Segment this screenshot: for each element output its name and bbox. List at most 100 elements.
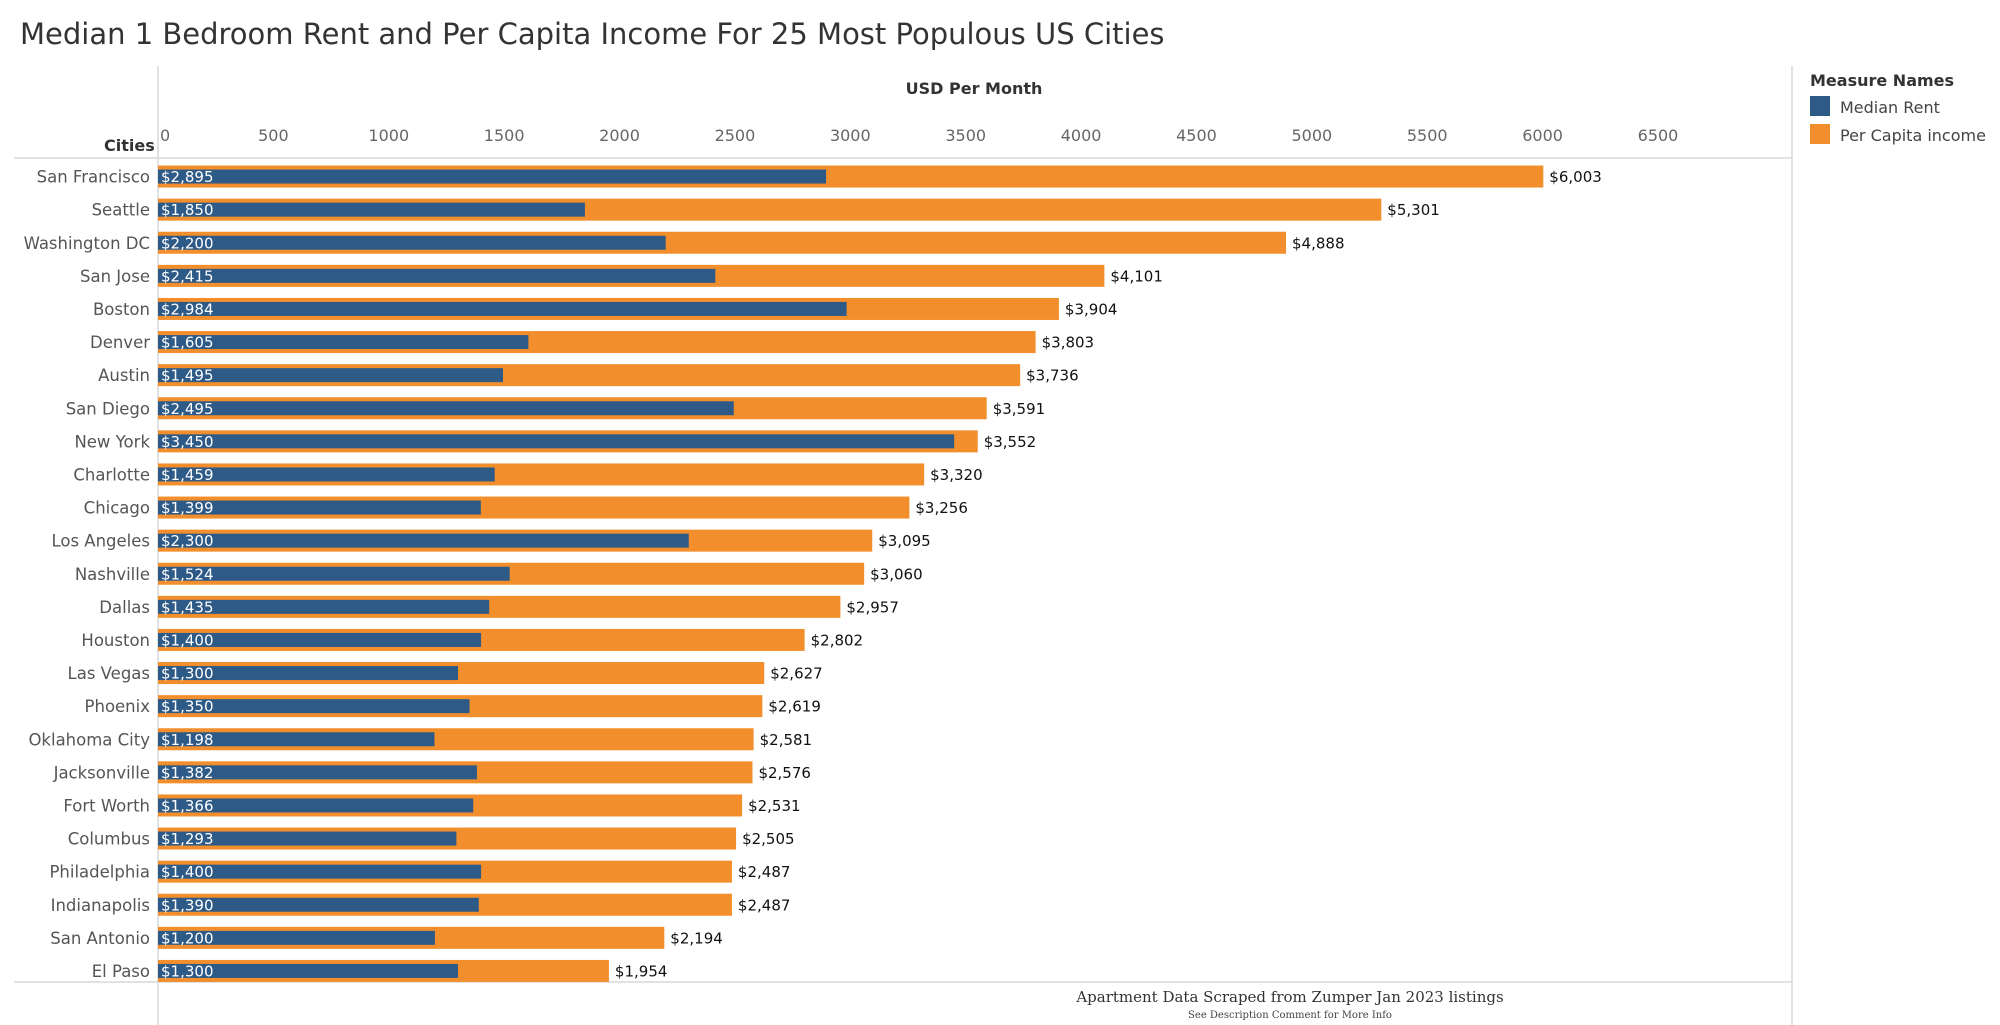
legend-label-median-rent: Median Rent	[1840, 98, 1940, 117]
bar-median-rent	[158, 301, 847, 316]
bar-median-rent	[158, 831, 457, 846]
data-label-per-capita-income: $3,320	[930, 466, 983, 484]
category-label: New York	[74, 432, 150, 451]
footer-note: See Description Comment for More Info	[1188, 1010, 1392, 1021]
data-label-per-capita-income: $2,487	[738, 863, 791, 881]
x-tick-label: 1500	[484, 126, 525, 145]
x-tick-label: 500	[258, 126, 289, 145]
data-label-median-rent: $1,524	[161, 565, 214, 583]
category-label: Chicago	[84, 499, 150, 518]
category-label: San Jose	[80, 267, 150, 286]
category-label: Boston	[93, 300, 150, 319]
category-label: Washington DC	[24, 234, 150, 253]
bar-median-rent	[158, 202, 585, 217]
category-label: Dallas	[99, 598, 150, 617]
bar-median-rent	[158, 798, 474, 813]
category-label: Charlotte	[73, 465, 150, 484]
bar-median-rent	[158, 235, 666, 250]
category-label: Fort Worth	[63, 796, 150, 815]
data-label-median-rent: $1,399	[161, 499, 214, 517]
data-label-median-rent: $1,400	[161, 863, 214, 881]
data-label-per-capita-income: $3,736	[1026, 367, 1079, 385]
data-label-median-rent: $2,300	[161, 532, 214, 550]
x-tick-label: 6500	[1638, 126, 1679, 145]
bar-median-rent	[158, 930, 435, 945]
x-tick-label: 1000	[368, 126, 409, 145]
x-axis-ticks: 0 500 1000 1500 2000 2500 3000 3500 4000 4500 5000…	[160, 126, 1678, 145]
x-tick-label: 0	[160, 126, 170, 145]
bar-median-rent	[158, 566, 510, 581]
footer-source: Apartment Data Scraped from Zumper Jan 2…	[1075, 988, 1503, 1006]
bar-median-rent	[158, 765, 477, 780]
bar-median-rent	[158, 632, 482, 647]
data-label-per-capita-income: $2,531	[748, 797, 801, 815]
bar-median-rent	[158, 335, 529, 350]
category-label: Philadelphia	[49, 863, 150, 882]
bar-median-rent	[158, 434, 955, 449]
data-label-per-capita-income: $3,552	[984, 433, 1037, 451]
legend-label-per-capita-income: Per Capita income	[1840, 126, 1986, 145]
category-label: Houston	[81, 631, 150, 650]
data-label-per-capita-income: $2,505	[742, 830, 795, 848]
data-label-per-capita-income: $2,194	[670, 929, 723, 947]
data-label-per-capita-income: $3,803	[1042, 334, 1095, 352]
data-label-median-rent: $1,200	[161, 929, 214, 947]
data-label-median-rent: $1,459	[161, 466, 214, 484]
data-label-median-rent: $1,382	[161, 764, 214, 782]
category-label: San Diego	[66, 399, 150, 418]
chart-title: Median 1 Bedroom Rent and Per Capita Inc…	[20, 17, 1165, 51]
data-label-median-rent: $2,984	[161, 300, 214, 318]
category-label: San Antonio	[50, 929, 150, 948]
category-label: Seattle	[92, 201, 150, 220]
category-label: El Paso	[92, 962, 150, 981]
data-label-median-rent: $2,200	[161, 234, 214, 252]
bar-median-rent	[158, 666, 458, 681]
data-label-per-capita-income: $1,954	[615, 962, 668, 980]
bars-group: San Francisco $2,895 $6,003 Seattle $1,850 $5…	[24, 165, 1602, 982]
x-axis-title: USD Per Month	[906, 79, 1043, 98]
data-label-per-capita-income: $2,581	[760, 731, 813, 749]
data-label-per-capita-income: $2,802	[811, 631, 864, 649]
x-tick-label: 3000	[830, 126, 871, 145]
bar-median-rent	[158, 732, 435, 747]
bar-median-rent	[158, 599, 490, 614]
data-label-median-rent: $2,495	[161, 400, 214, 418]
data-label-median-rent: $1,850	[161, 201, 214, 219]
x-tick-label: 5500	[1407, 126, 1448, 145]
bar-median-rent	[158, 467, 495, 482]
data-label-median-rent: $1,198	[161, 731, 214, 749]
x-tick-label: 6000	[1522, 126, 1563, 145]
legend-swatch-per-capita-income	[1810, 124, 1830, 144]
data-label-median-rent: $1,300	[161, 962, 214, 980]
legend: Measure Names Median Rent Per Capita inc…	[1810, 71, 1986, 145]
data-label-median-rent: $2,415	[161, 267, 214, 285]
data-label-median-rent: $1,605	[161, 334, 214, 352]
data-label-median-rent: $2,895	[161, 168, 214, 186]
data-label-per-capita-income: $4,101	[1110, 267, 1163, 285]
legend-title: Measure Names	[1810, 71, 1954, 90]
category-label: Phoenix	[85, 697, 151, 716]
x-tick-label: 2500	[715, 126, 756, 145]
bar-median-rent	[158, 699, 470, 714]
data-label-median-rent: $1,435	[161, 598, 214, 616]
data-label-per-capita-income: $3,591	[993, 400, 1046, 418]
data-label-per-capita-income: $2,619	[768, 698, 821, 716]
bar-median-rent	[158, 897, 479, 912]
data-label-median-rent: $1,495	[161, 367, 214, 385]
data-label-per-capita-income: $2,627	[770, 665, 823, 683]
data-label-median-rent: $1,400	[161, 631, 214, 649]
data-label-per-capita-income: $6,003	[1549, 168, 1602, 186]
bar-median-rent	[158, 963, 458, 978]
x-tick-label: 3500	[945, 126, 986, 145]
category-label: Austin	[98, 366, 150, 385]
legend-swatch-median-rent	[1810, 96, 1830, 116]
x-tick-label: 2000	[599, 126, 640, 145]
data-label-median-rent: $1,366	[161, 797, 214, 815]
category-label: Denver	[90, 333, 150, 352]
category-label: San Francisco	[37, 168, 150, 187]
data-label-per-capita-income: $5,301	[1387, 201, 1440, 219]
data-label-per-capita-income: $2,487	[738, 896, 791, 914]
data-label-median-rent: $3,450	[161, 433, 214, 451]
